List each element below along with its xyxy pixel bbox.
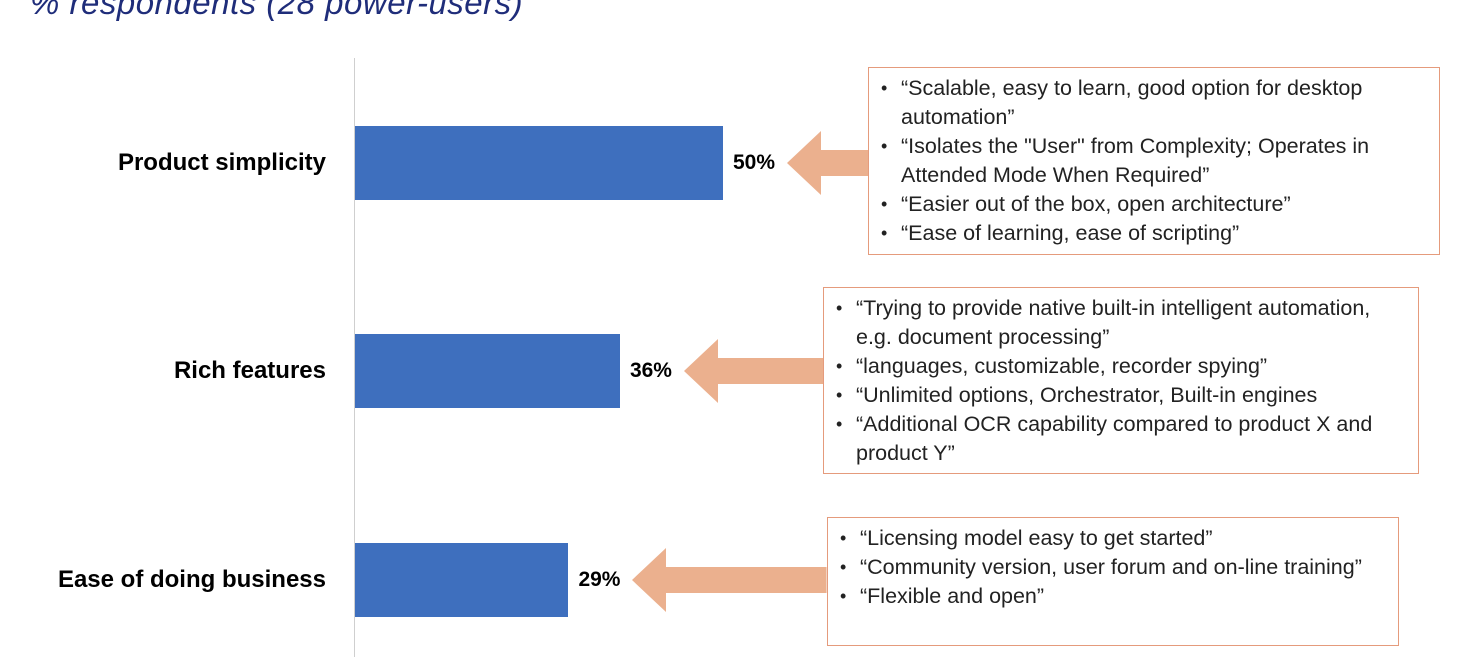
- quote-box-ease-of-doing-business: “Licensing model easy to get started”“Co…: [827, 517, 1399, 646]
- quote-box-product-simplicity: “Scalable, easy to learn, good option fo…: [868, 67, 1440, 255]
- quote-item: “languages, customizable, recorder spyin…: [834, 352, 1408, 381]
- quote-item: “Unlimited options, Orchestrator, Built-…: [834, 381, 1408, 410]
- category-label-rich-features: Rich features: [173, 357, 326, 384]
- bar-product-simplicity: [355, 126, 723, 200]
- callout-arrow-rich-features: [683, 339, 823, 403]
- quote-item: “Flexible and open”: [838, 582, 1388, 611]
- value-label-ease-of-doing-business: 29%: [578, 568, 621, 591]
- quote-item: “Ease of learning, ease of scripting”: [879, 219, 1429, 248]
- quote-box-rich-features: “Trying to provide native built-in intel…: [823, 287, 1419, 474]
- quote-item: “Isolates the "User" from Complexity; Op…: [879, 132, 1429, 190]
- callout-arrow-product-simplicity: [787, 131, 868, 195]
- quote-item: “Trying to provide native built-in intel…: [834, 294, 1408, 352]
- category-axis-line: [354, 58, 355, 657]
- quote-item: “Easier out of the box, open architectur…: [879, 190, 1429, 219]
- category-label-ease-of-doing-business: Ease of doing business: [57, 566, 326, 593]
- category-label-product-simplicity: Product simplicity: [117, 149, 326, 176]
- chart-subtitle: % respondents (28 power-users): [30, 0, 524, 21]
- quote-item: “Community version, user forum and on-li…: [838, 553, 1388, 582]
- value-label-rich-features: 36%: [629, 359, 672, 382]
- callout-arrow-ease-of-doing-business: [632, 548, 827, 612]
- bar-ease-of-doing-business: [355, 543, 569, 617]
- value-label-product-simplicity: 50%: [733, 151, 776, 174]
- quote-item: “Scalable, easy to learn, good option fo…: [879, 74, 1429, 132]
- quote-item: “Additional OCR capability compared to p…: [834, 410, 1408, 468]
- bar-rich-features: [355, 334, 620, 408]
- quote-item: “Licensing model easy to get started”: [838, 524, 1388, 553]
